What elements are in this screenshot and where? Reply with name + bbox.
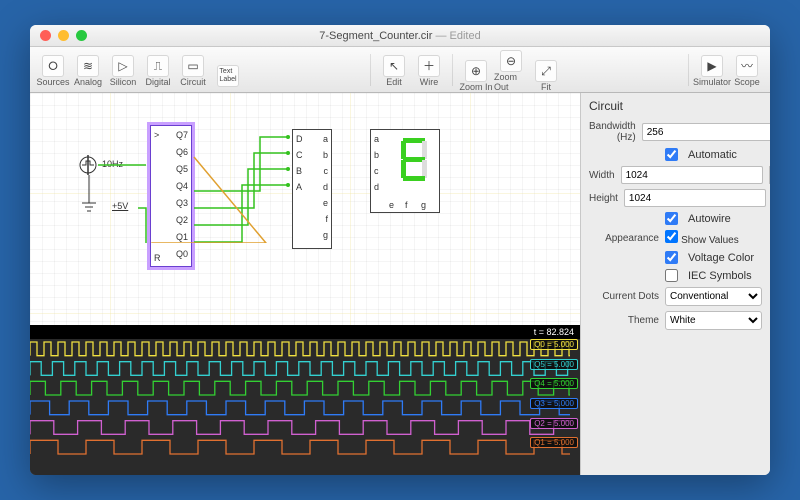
bandwidth-input[interactable] <box>642 123 770 141</box>
trace-label: Q3 = 5.000 <box>530 398 578 409</box>
trace-label: Q0 = 5.000 <box>530 339 578 350</box>
window-controls <box>30 30 87 41</box>
toolbar-silicon-button[interactable]: ▷Silicon <box>106 53 140 87</box>
height-label: Height <box>589 193 618 204</box>
display-chip[interactable]: abcdefg <box>370 129 440 213</box>
schematic-canvas[interactable]: 10Hz +5V Q7Q6Q5Q4Q3Q2Q1Q0>R DCBAabcdefg <box>30 93 580 325</box>
current-dots-select[interactable]: Conventional <box>665 287 762 306</box>
scope-time: t = 82.824 <box>30 325 580 339</box>
toolbar-edit-button[interactable]: ↖Edit <box>377 53 411 87</box>
width-input[interactable] <box>621 166 763 184</box>
current-dots-label: Current Dots <box>589 291 659 302</box>
toolbar-textlabel-button[interactable]: Text Label <box>211 63 245 87</box>
toolbar-wire-button[interactable]: ＋Wire <box>412 53 446 87</box>
trace-label: Q1 = 5.000 <box>530 437 578 448</box>
theme-label: Theme <box>589 315 659 326</box>
toolbar: ⭘Sources≋Analog▷Silicon⎍Digital▭CircuitT… <box>30 47 770 93</box>
scope-panel: t = 82.824 Q0 = 5.000 Q5 = 5.000 Q4 = 5.00… <box>30 325 580 475</box>
zoom-icon[interactable] <box>76 30 87 41</box>
toolbar-simulator-button[interactable]: ▶Simulator <box>695 53 729 87</box>
toolbar-analog-button[interactable]: ≋Analog <box>71 53 105 87</box>
toolbar-digital-button[interactable]: ⎍Digital <box>141 53 175 87</box>
bandwidth-label: Bandwidth (Hz) <box>589 121 636 143</box>
toolbar-sources-button[interactable]: ⭘Sources <box>36 53 70 87</box>
autowire-checkbox[interactable] <box>665 212 678 225</box>
show-values-checkbox[interactable] <box>665 230 678 243</box>
close-icon[interactable] <box>40 30 51 41</box>
show-values-label: Show Values <box>681 235 739 246</box>
autowire-label: Autowire <box>688 213 731 225</box>
window-title: 7-Segment_Counter.cir — Edited <box>30 30 770 42</box>
width-label: Width <box>589 170 615 181</box>
trace-label: Q4 = 5.000 <box>530 378 578 389</box>
minimize-icon[interactable] <box>58 30 69 41</box>
width-stepper[interactable]: ▲▼ <box>769 166 770 184</box>
wires-layer <box>30 93 330 243</box>
toolbar-fit-button[interactable]: ⤢Fit <box>529 58 563 92</box>
inspector-title: Circuit <box>589 99 762 113</box>
scope-traces[interactable]: Q0 = 5.000 Q5 = 5.000 Q4 = 5.000 Q3 = 5.000… <box>30 339 580 475</box>
inspector-panel: Circuit Bandwidth (Hz) Automatic Width ▲… <box>580 93 770 475</box>
appearance-label: Appearance <box>589 233 659 244</box>
app-window: 7-Segment_Counter.cir — Edited ⭘Sources≋… <box>30 25 770 475</box>
height-input[interactable] <box>624 189 766 207</box>
trace-label: Q5 = 5.000 <box>530 359 578 370</box>
automatic-checkbox[interactable] <box>665 148 678 161</box>
voltage-color-label: Voltage Color <box>688 252 754 264</box>
toolbar-zoom-out-button[interactable]: ⊖Zoom Out <box>494 48 528 92</box>
toolbar-circuit-button[interactable]: ▭Circuit <box>176 53 210 87</box>
seven-segment-icon <box>401 138 429 182</box>
titlebar[interactable]: 7-Segment_Counter.cir — Edited <box>30 25 770 47</box>
toolbar-zoom-in-button[interactable]: ⊕Zoom In <box>459 58 493 92</box>
iec-label: IEC Symbols <box>688 270 752 282</box>
toolbar-scope-button[interactable]: 〰Scope <box>730 53 764 87</box>
iec-checkbox[interactable] <box>665 269 678 282</box>
automatic-label: Automatic <box>688 149 737 161</box>
voltage-color-checkbox[interactable] <box>665 251 678 264</box>
trace-label: Q2 = 5.000 <box>530 418 578 429</box>
theme-select[interactable]: White <box>665 311 762 330</box>
